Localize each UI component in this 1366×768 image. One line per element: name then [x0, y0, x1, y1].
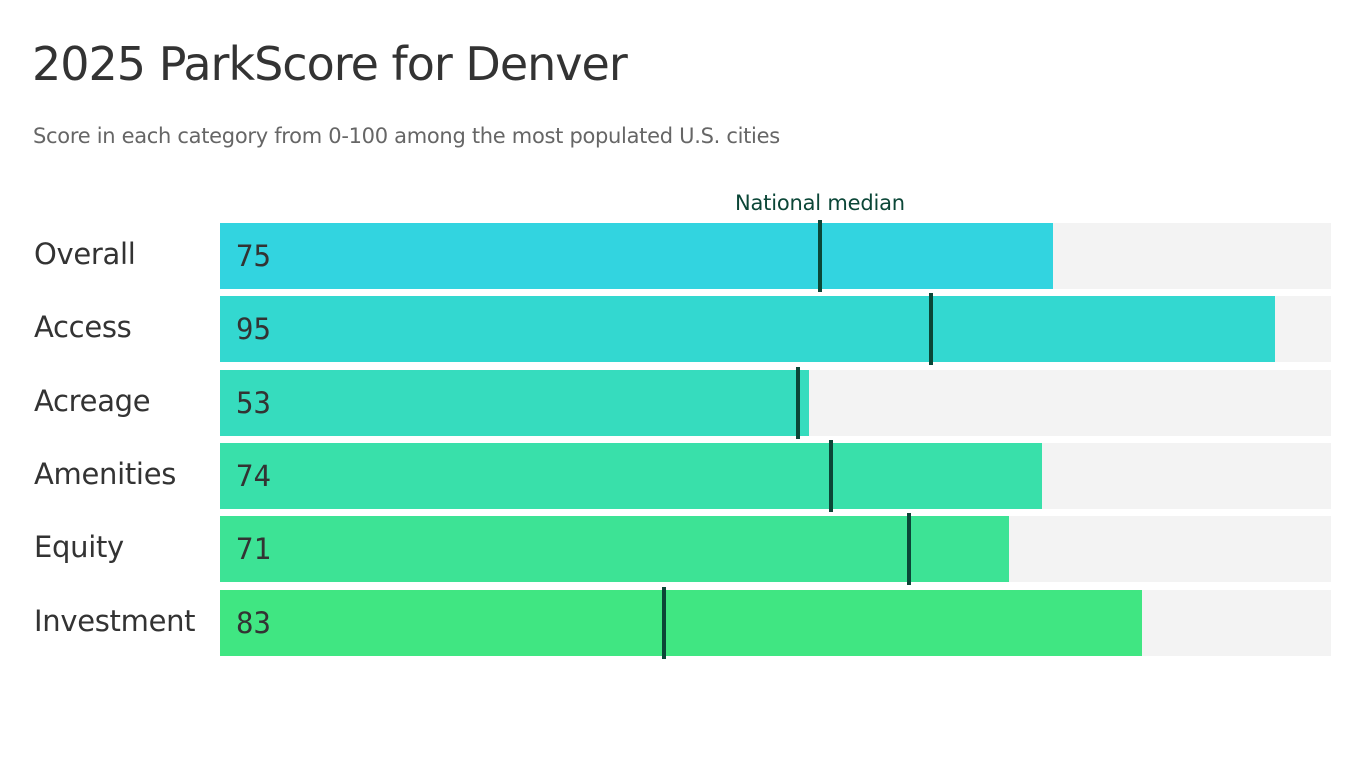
bar-row: Amenities 74	[0, 440, 1366, 512]
national-median-marker	[795, 367, 800, 439]
bar-value-label: 71	[236, 532, 271, 566]
bar-track: 71	[220, 513, 1331, 585]
bar	[220, 443, 1043, 509]
category-label: Amenities	[34, 457, 177, 491]
bar-value-label: 53	[236, 386, 271, 420]
category-label: Overall	[34, 237, 136, 271]
bar	[220, 223, 1054, 289]
national-median-marker	[929, 293, 934, 365]
national-median-marker	[906, 513, 911, 585]
bar-track: 83	[220, 587, 1331, 659]
bar-row: Equity 71	[0, 513, 1366, 585]
category-label: Equity	[34, 530, 124, 564]
chart-title: 2025 ParkScore for Denver	[32, 37, 628, 91]
category-label: Investment	[34, 604, 196, 638]
bar-row: Overall 75	[0, 220, 1366, 292]
national-median-marker	[829, 440, 834, 512]
bar-track: 95	[220, 293, 1331, 365]
chart-subtitle: Score in each category from 0-100 among …	[33, 124, 780, 148]
bar-value-label: 75	[236, 239, 271, 273]
category-label: Acreage	[34, 384, 151, 418]
bar-track: 53	[220, 367, 1331, 439]
bar-row: Access 95	[0, 293, 1366, 365]
category-label: Access	[34, 310, 132, 344]
bar-value-label: 74	[236, 459, 271, 493]
bar-value-label: 95	[236, 312, 271, 346]
bar-row: Acreage 53	[0, 367, 1366, 439]
national-median-marker	[662, 587, 667, 659]
bar-track: 75	[220, 220, 1331, 292]
bar	[220, 590, 1143, 656]
bar	[220, 296, 1276, 362]
bar	[220, 516, 1009, 582]
bar-value-label: 83	[236, 606, 271, 640]
national-median-marker	[817, 220, 822, 292]
bar-track: 74	[220, 440, 1331, 512]
bar-row: Investment 83	[0, 587, 1366, 659]
bar	[220, 370, 809, 436]
national-median-label: National median	[734, 191, 905, 215]
